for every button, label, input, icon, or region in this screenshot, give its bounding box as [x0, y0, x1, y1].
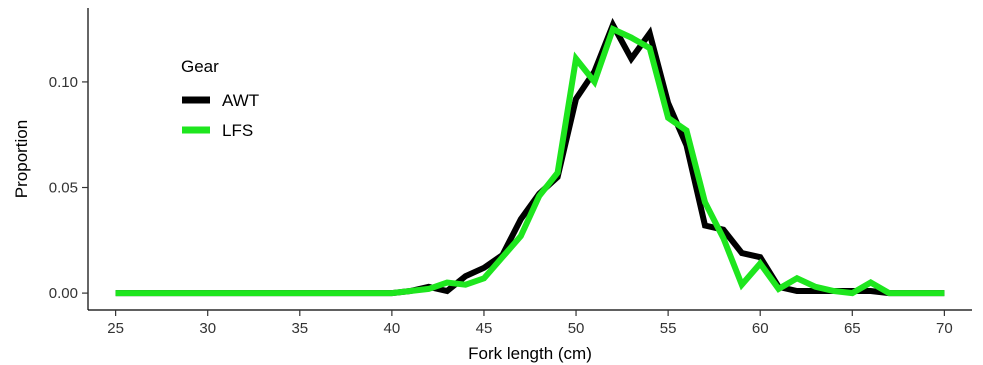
x-tick-label: 50: [568, 320, 585, 337]
legend-label-awt: AWT: [222, 91, 259, 110]
x-tick-label: 35: [291, 320, 308, 337]
series-line-awt: [115, 17, 945, 297]
plot-area: [115, 17, 945, 297]
y-tick-label: 0.05: [49, 180, 78, 197]
x-tick-label: 70: [936, 320, 953, 337]
y-axis: 0.00 0.05 0.10: [49, 8, 89, 310]
y-axis-title: Proportion: [12, 120, 31, 198]
y-tick-label: 0.10: [49, 74, 78, 91]
y-tick-label: 0.00: [49, 285, 78, 302]
x-tick-label: 45: [476, 320, 493, 337]
x-tick-label: 25: [107, 320, 124, 337]
x-tick-label: 65: [844, 320, 861, 337]
legend-label-lfs: LFS: [222, 121, 253, 140]
series-line-lfs: [115, 24, 945, 297]
legend: Gear AWT LFS: [181, 57, 259, 140]
x-tick-label: 30: [199, 320, 216, 337]
x-tick-label: 40: [384, 320, 401, 337]
x-axis-title: Fork length (cm): [468, 344, 592, 363]
x-tick-label: 55: [660, 320, 677, 337]
x-axis: 25 30 35 40 45 50 55 60 65 70: [88, 309, 972, 337]
legend-title: Gear: [181, 57, 219, 76]
x-tick-label: 60: [752, 320, 769, 337]
